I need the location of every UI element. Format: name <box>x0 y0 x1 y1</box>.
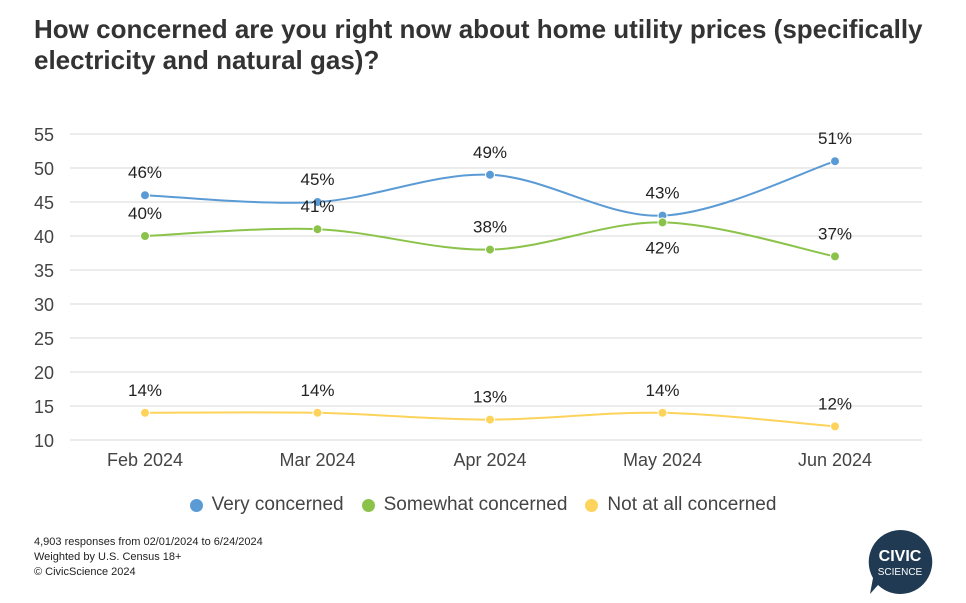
data-point <box>312 407 323 418</box>
data-label: 49% <box>473 143 507 162</box>
data-label: 46% <box>128 163 162 182</box>
data-labels: 46% 45% 49% 43% 51% 40% 41% 38% 42% 37% 14% 14% 13% 1… <box>128 129 852 413</box>
legend-swatch <box>361 498 375 512</box>
data-point <box>140 231 150 241</box>
data-label: 51% <box>818 129 852 148</box>
y-tick-label: 10 <box>34 431 54 451</box>
data-point <box>485 244 495 255</box>
legend-label: Somewhat concerned <box>383 494 568 515</box>
x-tick-label: Apr 2024 <box>453 450 526 470</box>
legend-swatch <box>189 498 203 512</box>
data-label: 38% <box>473 218 507 237</box>
data-point <box>830 421 840 432</box>
x-tick-label: Mar 2024 <box>279 450 355 470</box>
data-point <box>312 197 323 207</box>
data-point <box>485 414 495 425</box>
data-point <box>657 217 668 228</box>
gridlines <box>70 133 922 441</box>
legend-swatch <box>585 498 599 512</box>
y-tick-label: 25 <box>34 329 54 349</box>
legend-item: Not at all concerned <box>585 494 776 516</box>
logo-text-civic: CIVIC <box>879 548 922 565</box>
data-point <box>140 407 150 418</box>
series-lines <box>140 156 840 432</box>
x-tick-label: May 2024 <box>623 450 702 470</box>
legend-item: Somewhat concerned <box>361 494 568 516</box>
data-label: 13% <box>473 388 507 407</box>
y-tick-label: 45 <box>34 193 54 213</box>
data-label: 14% <box>300 381 334 400</box>
data-label: 14% <box>645 381 679 400</box>
data-point <box>830 156 840 167</box>
legend-label: Not at all concerned <box>607 494 777 515</box>
data-label: 43% <box>645 184 679 203</box>
data-label: 45% <box>300 170 334 189</box>
legend-label: Very concerned <box>211 494 344 515</box>
data-label: 42% <box>645 238 679 257</box>
data-label: 12% <box>818 394 852 413</box>
x-tick-label: Feb 2024 <box>107 450 183 470</box>
data-point <box>485 169 495 180</box>
y-tick-label: 40 <box>34 227 54 247</box>
y-axis-ticks: 10 15 20 25 30 35 40 45 50 55 <box>34 125 54 451</box>
data-label: 40% <box>128 204 162 223</box>
data-point <box>140 190 150 201</box>
x-axis-ticks: Feb 2024 Mar 2024 Apr 2024 May 2024 Jun 2024 <box>107 450 872 470</box>
legend: Very concerned Somewhat concerned Not at a… <box>0 494 966 518</box>
y-tick-label: 55 <box>34 125 54 145</box>
legend-item: Very concerned <box>189 494 344 516</box>
footnote-responses: 4,903 responses from 02/01/2024 to 6/24/… <box>34 536 263 548</box>
data-point <box>830 251 840 262</box>
series-line <box>144 160 836 217</box>
footnotes: 4,903 responses from 02/01/2024 to 6/24/… <box>34 535 263 580</box>
footnote-copyright: © CivicScience 2024 <box>34 566 136 578</box>
chart-title: How concerned are you right now about ho… <box>34 14 923 75</box>
y-tick-label: 15 <box>34 397 54 417</box>
data-label: 14% <box>128 381 162 400</box>
y-tick-label: 50 <box>34 159 54 179</box>
footnote-weighting: Weighted by U.S. Census 18+ <box>34 551 182 563</box>
data-point <box>312 224 323 235</box>
y-tick-label: 30 <box>34 295 54 315</box>
y-tick-label: 35 <box>34 261 54 281</box>
data-label: 37% <box>818 224 852 243</box>
data-label: 41% <box>300 197 334 216</box>
y-tick-label: 20 <box>34 363 54 383</box>
civicscience-logo-icon: CIVIC SCIENCE <box>868 529 933 594</box>
data-point <box>657 407 668 418</box>
logo-text-science: SCIENCE <box>878 567 923 578</box>
x-tick-label: Jun 2024 <box>798 450 872 470</box>
